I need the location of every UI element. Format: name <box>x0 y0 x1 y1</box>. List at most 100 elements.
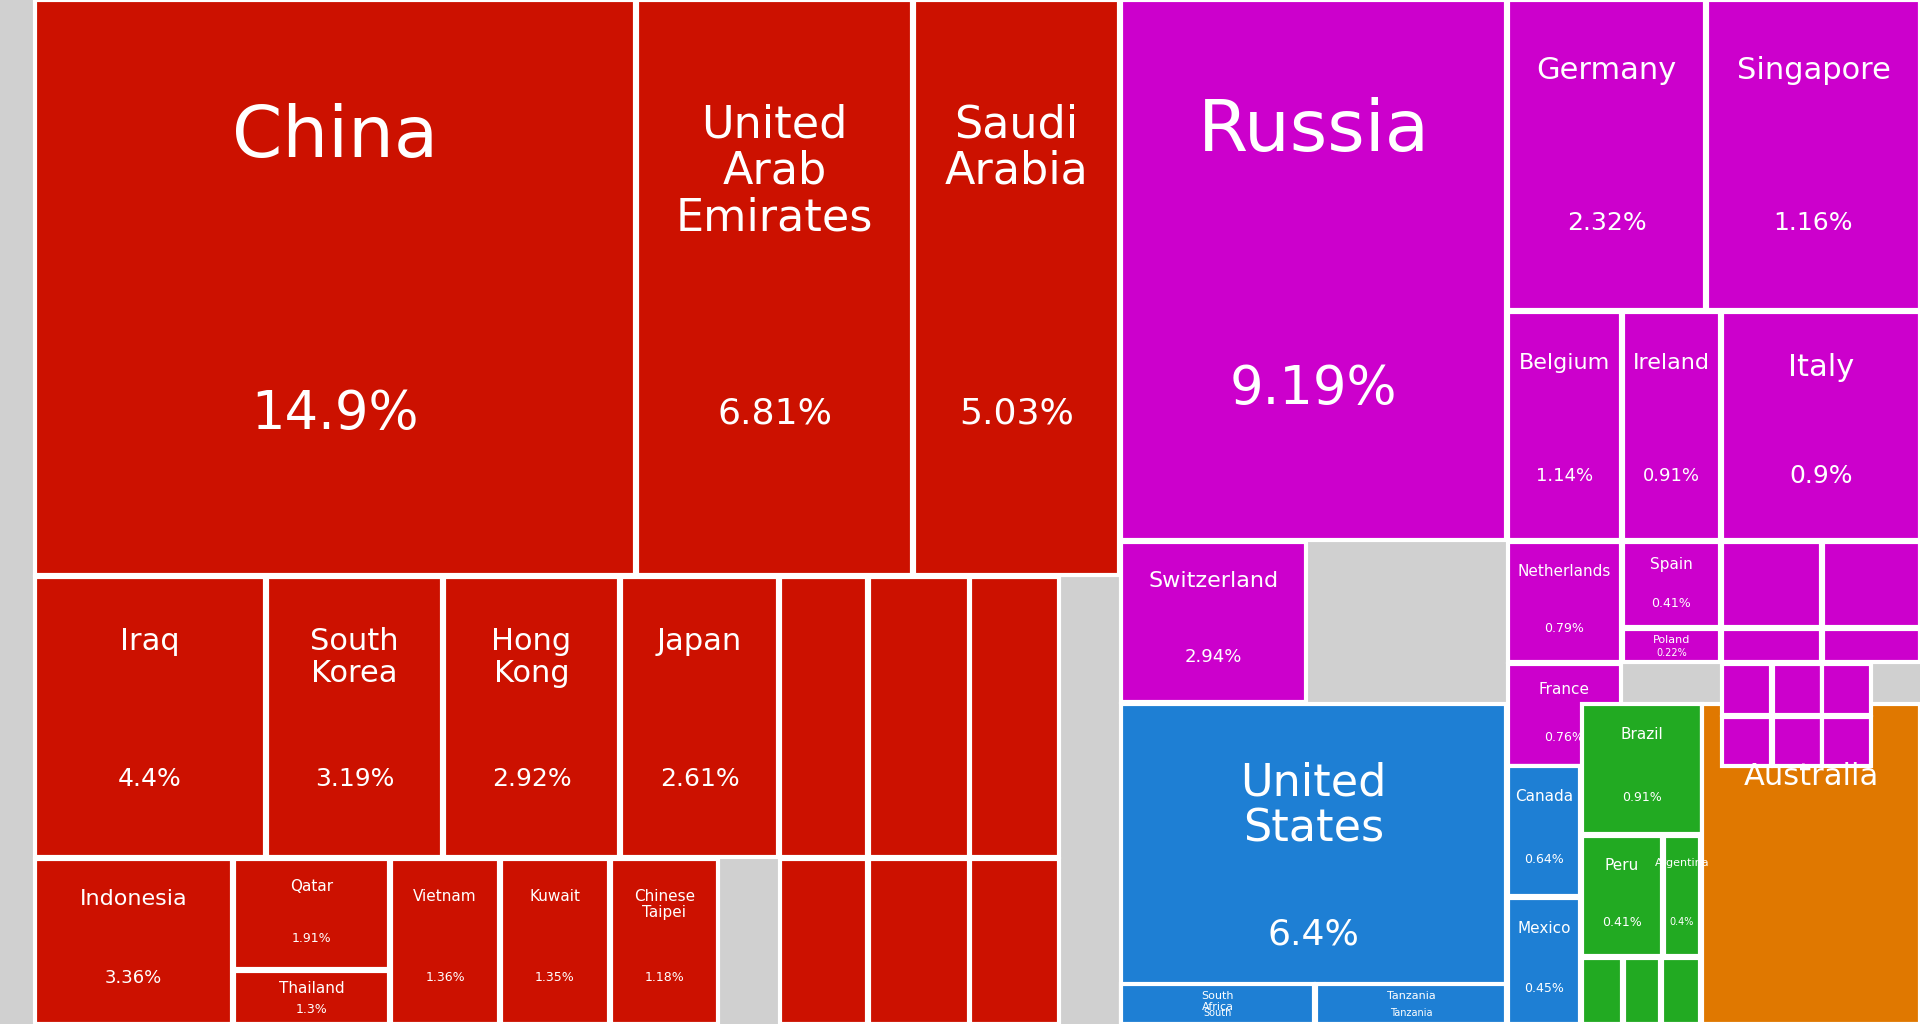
Text: 3.19%: 3.19% <box>315 767 394 791</box>
FancyBboxPatch shape <box>1507 0 1705 310</box>
Text: France: France <box>1540 682 1590 697</box>
FancyBboxPatch shape <box>1622 542 1720 627</box>
FancyBboxPatch shape <box>1582 958 1622 1024</box>
FancyBboxPatch shape <box>1121 542 1306 702</box>
Text: 3.36%: 3.36% <box>106 969 161 987</box>
FancyBboxPatch shape <box>1507 766 1580 896</box>
Text: Saudi
Arabia: Saudi Arabia <box>945 103 1089 193</box>
FancyBboxPatch shape <box>1722 629 1820 662</box>
FancyBboxPatch shape <box>1582 705 1701 834</box>
Text: Italy: Italy <box>1788 353 1855 382</box>
FancyBboxPatch shape <box>392 859 499 1024</box>
Text: South
Korea: South Korea <box>311 628 399 688</box>
Text: Kuwait: Kuwait <box>530 889 580 904</box>
Text: Argentina: Argentina <box>1655 858 1709 867</box>
Text: Mexico: Mexico <box>1517 921 1571 936</box>
FancyBboxPatch shape <box>970 859 1060 1024</box>
Text: Qatar: Qatar <box>290 879 332 894</box>
FancyBboxPatch shape <box>970 577 1060 857</box>
Text: 5.03%: 5.03% <box>960 397 1073 431</box>
Text: 0.91%: 0.91% <box>1622 792 1663 804</box>
Text: United
Arab
Emirates: United Arab Emirates <box>676 103 874 240</box>
Text: 1.36%: 1.36% <box>424 972 465 984</box>
FancyBboxPatch shape <box>35 577 265 857</box>
FancyBboxPatch shape <box>234 971 390 1024</box>
FancyBboxPatch shape <box>870 859 970 1024</box>
FancyBboxPatch shape <box>1822 629 1920 662</box>
Text: 6.4%: 6.4% <box>1267 918 1359 951</box>
Text: South: South <box>1204 1008 1233 1018</box>
Text: 0.76%: 0.76% <box>1544 731 1584 744</box>
Text: Chinese
Taipei: Chinese Taipei <box>634 889 695 920</box>
Text: 0.41%: 0.41% <box>1601 915 1642 929</box>
FancyBboxPatch shape <box>1315 984 1505 1024</box>
Text: 0.22%: 0.22% <box>1657 648 1688 657</box>
FancyBboxPatch shape <box>1663 958 1699 1024</box>
Text: Poland: Poland <box>1653 635 1690 645</box>
Text: 14.9%: 14.9% <box>252 388 419 440</box>
FancyBboxPatch shape <box>1622 312 1720 540</box>
FancyBboxPatch shape <box>501 859 609 1024</box>
Text: Netherlands: Netherlands <box>1519 563 1611 579</box>
Text: Peru: Peru <box>1605 858 1640 872</box>
FancyBboxPatch shape <box>234 859 390 969</box>
Text: 2.92%: 2.92% <box>492 767 572 791</box>
Text: 0.64%: 0.64% <box>1524 853 1565 866</box>
FancyBboxPatch shape <box>1507 898 1580 1024</box>
Text: 0.45%: 0.45% <box>1524 982 1565 995</box>
Text: China: China <box>232 103 438 172</box>
FancyBboxPatch shape <box>914 0 1119 575</box>
FancyBboxPatch shape <box>444 577 618 857</box>
Text: Iraq: Iraq <box>121 628 180 656</box>
Text: Singapore: Singapore <box>1736 55 1891 85</box>
Text: 0.9%: 0.9% <box>1789 464 1853 488</box>
FancyBboxPatch shape <box>267 577 442 857</box>
Text: Hong
Kong: Hong Kong <box>492 628 572 688</box>
FancyBboxPatch shape <box>1772 664 1822 715</box>
FancyBboxPatch shape <box>780 577 868 857</box>
Text: 1.14%: 1.14% <box>1536 467 1594 485</box>
Text: Ireland: Ireland <box>1634 353 1711 373</box>
Text: Brazil: Brazil <box>1620 727 1663 742</box>
Text: Spain: Spain <box>1649 557 1693 572</box>
Text: 1.35%: 1.35% <box>536 972 574 984</box>
FancyBboxPatch shape <box>1582 836 1663 956</box>
Text: 0.91%: 0.91% <box>1644 467 1699 485</box>
FancyBboxPatch shape <box>35 0 636 575</box>
FancyBboxPatch shape <box>1822 542 1920 627</box>
Text: United
States: United States <box>1240 762 1386 851</box>
FancyBboxPatch shape <box>637 0 912 575</box>
Text: Australia: Australia <box>1743 762 1878 791</box>
Text: 0.79%: 0.79% <box>1544 622 1584 635</box>
Text: 1.91%: 1.91% <box>292 932 332 945</box>
FancyBboxPatch shape <box>870 577 970 857</box>
FancyBboxPatch shape <box>1722 542 1820 627</box>
FancyBboxPatch shape <box>35 859 232 1024</box>
FancyBboxPatch shape <box>1507 542 1620 662</box>
FancyBboxPatch shape <box>1121 984 1313 1024</box>
Text: 2.61%: 2.61% <box>660 767 739 791</box>
FancyBboxPatch shape <box>1121 0 1505 540</box>
FancyBboxPatch shape <box>1822 717 1870 766</box>
Text: 1.18%: 1.18% <box>645 972 684 984</box>
FancyBboxPatch shape <box>1772 717 1822 766</box>
Text: Germany: Germany <box>1536 55 1676 85</box>
Text: Japan: Japan <box>657 628 743 656</box>
Text: Tanzania: Tanzania <box>1386 991 1436 1001</box>
FancyBboxPatch shape <box>1507 312 1620 540</box>
Text: Belgium: Belgium <box>1519 353 1611 373</box>
FancyBboxPatch shape <box>620 577 778 857</box>
Text: Switzerland: Switzerland <box>1148 570 1279 591</box>
FancyBboxPatch shape <box>1624 958 1661 1024</box>
FancyBboxPatch shape <box>1121 705 1505 1024</box>
Text: Tanzania: Tanzania <box>1390 1008 1432 1018</box>
Text: Canada: Canada <box>1515 790 1572 805</box>
Text: 9.19%: 9.19% <box>1229 362 1398 415</box>
FancyBboxPatch shape <box>780 859 868 1024</box>
FancyBboxPatch shape <box>1722 717 1770 766</box>
Text: 0.41%: 0.41% <box>1651 597 1692 609</box>
FancyBboxPatch shape <box>1822 664 1870 715</box>
Text: 1.16%: 1.16% <box>1774 211 1853 236</box>
Text: Russia: Russia <box>1198 97 1430 166</box>
Text: 6.81%: 6.81% <box>716 397 831 431</box>
